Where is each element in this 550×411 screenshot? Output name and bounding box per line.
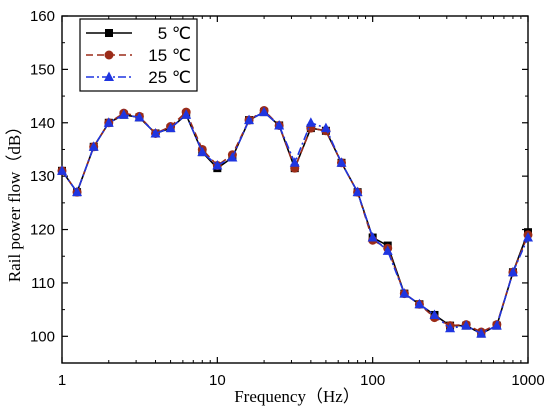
data-point [305, 117, 316, 127]
series-line [61, 111, 529, 335]
data-point [491, 320, 502, 330]
data-point [72, 186, 83, 197]
data-point [181, 109, 192, 119]
data-point [289, 157, 300, 167]
data-point [227, 151, 238, 162]
data-point [57, 165, 67, 175]
plot-frame [61, 15, 529, 364]
data-point [507, 266, 518, 277]
y-tick-label: 140 [30, 115, 55, 132]
series-2 [57, 105, 533, 337]
series-1 [58, 108, 532, 338]
data-point [197, 146, 208, 157]
data-point [259, 106, 270, 117]
y-axis-title: Rail power flow（dB） [5, 118, 24, 282]
data-point [399, 288, 410, 298]
data-point [88, 141, 99, 151]
series-line [61, 109, 529, 333]
data-point [134, 111, 145, 122]
legend-marker [105, 29, 113, 37]
y-tick-label: 160 [30, 8, 55, 25]
legend-label: 15 ℃ [148, 46, 191, 65]
legend-label: 5 ℃ [158, 24, 191, 43]
data-point [461, 320, 472, 330]
legend-label: 25 ℃ [148, 68, 191, 87]
data-point [165, 122, 176, 133]
x-tick-label: 100 [360, 372, 385, 389]
data-point [445, 322, 456, 333]
data-point [118, 109, 129, 119]
data-point [274, 119, 285, 130]
y-tick-label: 120 [30, 222, 55, 239]
x-tick-label: 1000 [511, 372, 544, 389]
data-point [367, 232, 378, 242]
y-tick-label: 130 [30, 168, 55, 185]
series-line [61, 111, 529, 335]
y-tick-label: 110 [31, 275, 55, 292]
x-tick-label: 1 [58, 372, 66, 389]
data-point [103, 117, 114, 127]
data-point [429, 309, 440, 319]
x-axis-title: Frequency（Hz） [234, 387, 360, 406]
series-3 [57, 106, 533, 338]
data-point [382, 245, 393, 255]
y-tick-label: 100 [30, 328, 55, 345]
legend-marker [104, 71, 114, 81]
data-point [414, 298, 425, 309]
data-point [476, 328, 487, 338]
data-point [244, 114, 255, 125]
y-tick-label: 150 [30, 61, 55, 78]
data-point [212, 159, 223, 170]
legend: 5 ℃ 15 ℃ 25 ℃ [79, 18, 198, 92]
data-point [320, 122, 331, 133]
x-tick-label: 10 [209, 372, 226, 389]
data-point [336, 157, 347, 167]
legend-marker [104, 50, 114, 60]
data-point [523, 232, 533, 242]
data-point [150, 127, 161, 138]
data-point [352, 186, 363, 197]
